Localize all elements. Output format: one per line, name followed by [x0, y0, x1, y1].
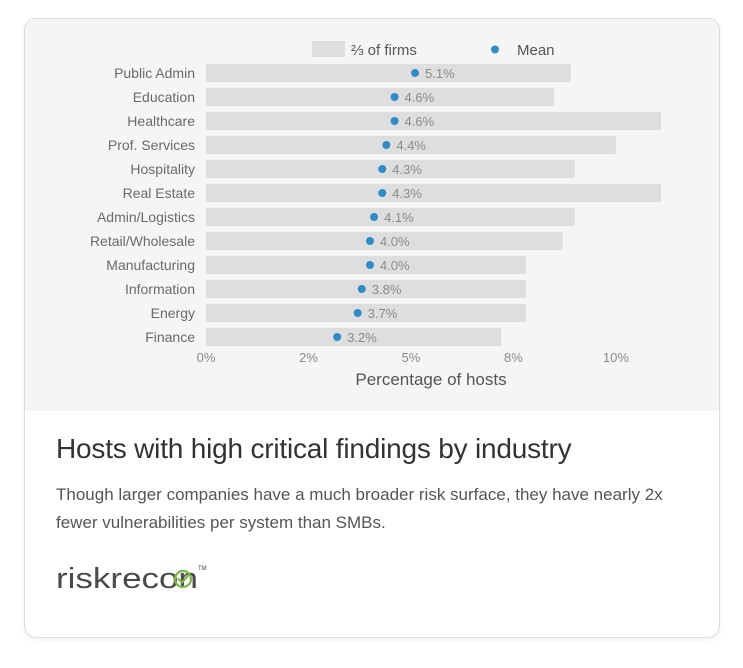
category-label: Public Admin [114, 65, 195, 81]
legend-label-mean: Mean [517, 42, 555, 59]
category-label: Information [125, 281, 195, 297]
mean-label: 3.8% [372, 282, 402, 297]
mean-point [353, 309, 362, 317]
mean-label: 4.0% [380, 234, 410, 249]
check-circle-icon [173, 569, 193, 589]
x-tick-label: 5% [402, 350, 421, 365]
category-label: Retail/Wholesale [90, 233, 195, 249]
mean-label: 4.3% [392, 186, 422, 201]
category-label: Hospitality [130, 161, 195, 177]
mean-label: 3.2% [347, 330, 377, 345]
range-bar [206, 184, 661, 202]
mean-point [411, 69, 420, 77]
mean-label: 3.7% [368, 306, 398, 321]
caption: Hosts with high critical findings by ind… [56, 433, 686, 537]
x-tick-label: 0% [197, 350, 216, 365]
mean-label: 4.0% [380, 258, 410, 273]
mean-point [370, 213, 379, 221]
range-bar [206, 328, 502, 346]
x-tick-label: 10% [603, 350, 629, 365]
mean-point [378, 189, 387, 197]
category-label: Finance [145, 329, 195, 345]
range-bar [206, 112, 661, 130]
legend-label-range: ⅔ of firms [351, 42, 417, 59]
range-bar [206, 88, 555, 106]
riskrecon-logo: riskrecon TM [56, 560, 226, 594]
mean-label: 5.1% [425, 66, 455, 81]
category-label: Admin/Logistics [97, 209, 195, 225]
x-tick-label: 8% [504, 350, 523, 365]
category-label: Education [133, 89, 195, 105]
category-label: Energy [151, 305, 195, 321]
range-bar [206, 160, 575, 178]
category-label: Healthcare [127, 113, 195, 129]
category-label: Prof. Services [108, 137, 195, 153]
mean-point [357, 285, 366, 293]
mean-label: 4.4% [396, 138, 426, 153]
mean-point [365, 237, 374, 245]
mean-point [378, 165, 387, 173]
range-bar [206, 232, 563, 250]
range-bar [206, 304, 526, 322]
mean-point [333, 333, 342, 341]
infographic-card: ⅔ of firms Mean Public Admin 5.1% Education 4… [24, 18, 720, 638]
mean-point [365, 261, 374, 269]
range-bar [206, 136, 616, 154]
mean-label: 4.6% [405, 90, 435, 105]
chart-description: Though larger companies have a much broa… [56, 485, 663, 532]
bar-chart: ⅔ of firms Mean Public Admin 5.1% Education 4… [90, 41, 661, 389]
mean-point [390, 93, 399, 101]
chart-title: Hosts with high critical findings by ind… [56, 433, 572, 464]
mean-point [390, 117, 399, 125]
legend-marker-mean [491, 45, 499, 54]
category-label: Real Estate [123, 185, 196, 201]
range-bar [206, 64, 571, 82]
mean-label: 4.6% [405, 114, 435, 129]
category-label: Manufacturing [106, 257, 195, 273]
mean-label: 4.1% [384, 210, 414, 225]
x-axis-label: Percentage of hosts [355, 370, 506, 389]
range-bar [206, 280, 526, 298]
logo-text: riskrecon [56, 563, 198, 594]
chart-area: ⅔ of firms Mean Public Admin 5.1% Education 4… [25, 19, 719, 411]
mean-point [382, 141, 391, 149]
logo-trademark: TM [198, 566, 207, 572]
x-tick-label: 2% [299, 350, 318, 365]
range-bar [206, 208, 575, 226]
legend-swatch-range [312, 41, 345, 57]
range-bar [206, 256, 526, 274]
mean-label: 4.3% [392, 162, 422, 177]
